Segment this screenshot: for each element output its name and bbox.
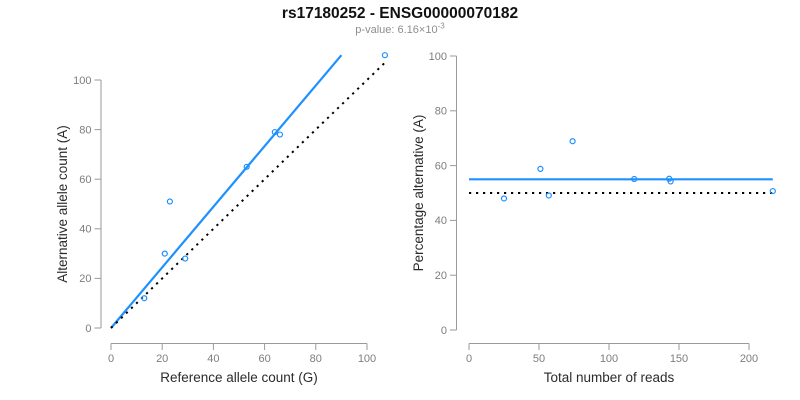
y-tick-label: 40	[79, 224, 91, 236]
data-point	[161, 250, 168, 257]
y-tick-label: 100	[429, 51, 447, 63]
data-point	[569, 138, 576, 145]
fitted-ratio-line	[110, 54, 343, 329]
y-tick-label: 60	[79, 174, 91, 186]
percentage-coverage-scatter-x-axis-title: Total number of reads	[544, 370, 675, 385]
plot-title: rs17180252 - ENSG00000070182	[281, 5, 519, 22]
data-point	[631, 175, 638, 183]
x-tick-label: 0	[466, 353, 472, 365]
y-tick-label: 20	[435, 270, 447, 282]
x-tick-label: 60	[258, 353, 270, 365]
data-point	[271, 128, 278, 136]
data-point	[500, 195, 508, 202]
data-point	[166, 198, 173, 205]
data-point	[182, 255, 189, 262]
pvalue-text: p-value: 6.16×10	[355, 24, 438, 36]
x-tick-label: 50	[533, 353, 545, 365]
y-tick-label: 80	[435, 106, 447, 118]
data-point	[381, 52, 389, 59]
x-tick-label: 20	[156, 353, 168, 365]
x-tick-label: 100	[600, 353, 618, 365]
x-tick-label: 80	[310, 353, 322, 365]
data-point	[276, 131, 284, 138]
pvalue-exponent: -3	[437, 21, 445, 31]
y-tick-label: 0	[85, 323, 91, 335]
plot-subtitle: p-value: 6.16×10-3	[0, 21, 800, 36]
x-tick-label: 150	[670, 353, 688, 365]
data-point	[537, 165, 544, 172]
data-point	[141, 295, 148, 302]
x-tick-label: 0	[108, 353, 114, 365]
x-tick-label: 100	[358, 353, 376, 365]
percentage-coverage-scatter-y-axis-title: Percentage alternative (A)	[411, 115, 426, 272]
data-point	[769, 187, 776, 195]
y-tick-label: 100	[73, 75, 91, 87]
data-point	[545, 192, 552, 199]
x-tick-label: 200	[740, 353, 758, 365]
y-tick-label: 40	[435, 215, 447, 227]
y-tick-label: 80	[79, 124, 91, 136]
y-tick-label: 60	[435, 160, 447, 172]
data-point	[243, 163, 250, 170]
identity-line	[110, 59, 389, 329]
allele-count-scatter-x-axis-title: Reference allele count (G)	[160, 370, 318, 385]
y-tick-label: 0	[441, 325, 447, 337]
y-tick-label: 20	[79, 273, 91, 285]
x-tick-label: 40	[207, 353, 219, 365]
data-point	[667, 178, 674, 185]
allele-count-scatter-y-axis-title: Alternative allele count (A)	[55, 125, 70, 283]
